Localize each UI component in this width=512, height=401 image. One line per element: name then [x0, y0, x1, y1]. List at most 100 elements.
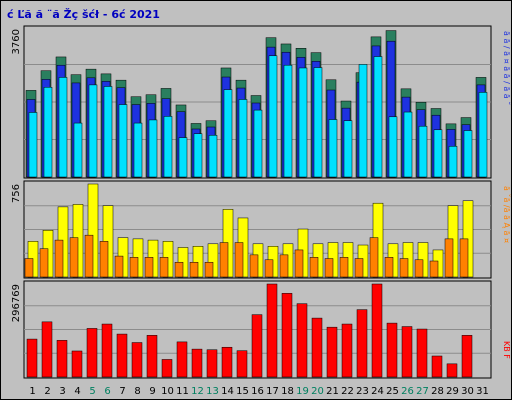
bar-middle-orange-day-7	[114, 255, 124, 278]
day-label-1: 1	[29, 386, 35, 397]
bar-top-cyan-day-8	[133, 122, 143, 178]
chart-title: ć Ľă ă ¨ă Žç šćł - 6ć 2021	[7, 8, 160, 21]
bar-top-cyan-day-29	[448, 146, 458, 178]
day-label-8: 8	[134, 386, 140, 397]
bar-bottom-red-day-12	[191, 348, 203, 378]
bar-middle-orange-day-14	[219, 242, 229, 278]
bar-middle-orange-day-10	[159, 257, 169, 278]
bar-middle-orange-day-29	[444, 238, 454, 278]
bar-middle-orange-day-18	[279, 254, 289, 278]
bar-middle-orange-day-22	[339, 257, 349, 278]
bar-bottom-red-day-10	[161, 359, 173, 378]
bar-middle-orange-day-30	[459, 238, 469, 278]
bar-bottom-red-day-16	[251, 314, 263, 378]
day-label-18: 18	[281, 386, 294, 397]
bar-middle-orange-day-8	[129, 257, 139, 278]
bar-middle-orange-day-9	[144, 257, 154, 278]
bar-top-cyan-day-12	[193, 133, 203, 178]
bar-bottom-red-day-29	[446, 363, 458, 378]
day-label-21: 21	[326, 386, 339, 397]
bar-top-cyan-day-2	[43, 87, 53, 178]
bar-bottom-red-day-15	[236, 350, 248, 378]
bar-middle-orange-day-26	[399, 258, 409, 278]
day-label-9: 9	[149, 386, 155, 397]
day-label-6: 6	[104, 386, 110, 397]
bar-bottom-red-day-22	[341, 323, 353, 378]
bar-top-cyan-day-7	[118, 104, 128, 178]
bar-middle-orange-day-12	[189, 261, 199, 278]
bars-middle	[24, 183, 474, 278]
bar-top-cyan-day-16	[253, 109, 263, 178]
bar-middle-orange-day-27	[414, 259, 424, 278]
day-label-26: 26	[401, 386, 414, 397]
day-label-30: 30	[461, 386, 474, 397]
bar-middle-orange-day-5	[84, 234, 94, 278]
bar-top-cyan-day-10	[163, 116, 173, 178]
bar-bottom-red-day-24	[371, 283, 383, 378]
bars-bottom	[26, 283, 473, 378]
day-label-20: 20	[311, 386, 324, 397]
bar-middle-orange-day-16	[249, 254, 259, 278]
legend-middle: ă ˇă /ă ă Ą ă ¤	[502, 186, 512, 243]
bar-middle-orange-day-15	[234, 242, 244, 278]
panel-top: 3760 ă ă / ă ¤ ă ă / ă ă ˘	[11, 25, 512, 179]
bar-bottom-red-day-25	[386, 322, 398, 378]
bar-top-cyan-day-24	[373, 56, 383, 178]
day-label-31: 31	[476, 386, 489, 397]
axis-max-label-middle: 756	[11, 184, 22, 203]
bar-top-cyan-day-6	[103, 86, 113, 178]
day-label-17: 17	[266, 386, 279, 397]
bar-top-cyan-day-5	[88, 84, 98, 178]
bar-bottom-red-day-21	[326, 326, 338, 378]
bar-top-cyan-day-20	[313, 67, 323, 178]
legend-bottom: KB F	[502, 341, 511, 359]
axis-max-label-bottom: 296769	[11, 284, 22, 322]
bar-middle-orange-day-4	[69, 237, 79, 278]
day-label-10: 10	[161, 386, 174, 397]
bar-middle-orange-day-23	[354, 258, 364, 278]
bar-bottom-red-day-1	[26, 338, 38, 378]
bar-top-cyan-day-22	[343, 120, 353, 178]
bar-top-cyan-day-21	[328, 119, 338, 178]
bar-bottom-red-day-7	[116, 333, 128, 378]
bar-top-cyan-day-18	[283, 64, 293, 178]
bar-top-cyan-day-11	[178, 137, 188, 178]
bar-bottom-red-day-23	[356, 309, 368, 378]
day-label-16: 16	[251, 386, 264, 397]
bar-middle-orange-day-3	[54, 239, 64, 278]
bar-middle-orange-day-19	[294, 249, 304, 278]
bar-middle-orange-day-20	[309, 257, 319, 278]
bar-bottom-red-day-30	[461, 335, 473, 378]
bar-bottom-red-day-26	[401, 326, 413, 378]
bar-middle-orange-day-13	[204, 261, 214, 278]
bar-middle-orange-day-21	[324, 258, 334, 278]
bar-top-cyan-day-3	[58, 77, 68, 178]
bars-top	[25, 30, 488, 178]
day-label-11: 11	[176, 386, 189, 397]
day-label-24: 24	[371, 386, 384, 397]
bar-bottom-red-day-19	[296, 303, 308, 378]
bar-top-cyan-day-1	[28, 112, 38, 178]
bar-top-cyan-day-14	[223, 89, 233, 178]
bar-middle-orange-day-28	[429, 260, 439, 278]
day-label-29: 29	[446, 386, 459, 397]
bar-middle-orange-day-17	[264, 259, 274, 278]
legend-top: ă ă / ă ¤ ă ă / ă ă ˘	[502, 31, 512, 105]
bar-middle-orange-day-11	[174, 261, 184, 278]
bar-top-cyan-day-15	[238, 99, 248, 178]
bar-bottom-red-day-14	[221, 346, 233, 378]
bar-top-cyan-day-26	[403, 111, 413, 178]
panel-bottom: 296769 KB F	[11, 280, 511, 379]
bar-bottom-red-day-20	[311, 317, 323, 378]
day-label-13: 13	[206, 386, 219, 397]
bar-top-cyan-day-13	[208, 135, 218, 178]
day-label-22: 22	[341, 386, 354, 397]
bar-bottom-red-day-4	[71, 350, 83, 378]
day-label-28: 28	[431, 386, 444, 397]
day-label-5: 5	[89, 386, 95, 397]
bar-top-cyan-day-28	[433, 129, 443, 178]
day-label-23: 23	[356, 386, 369, 397]
bar-bottom-red-day-27	[416, 328, 428, 378]
